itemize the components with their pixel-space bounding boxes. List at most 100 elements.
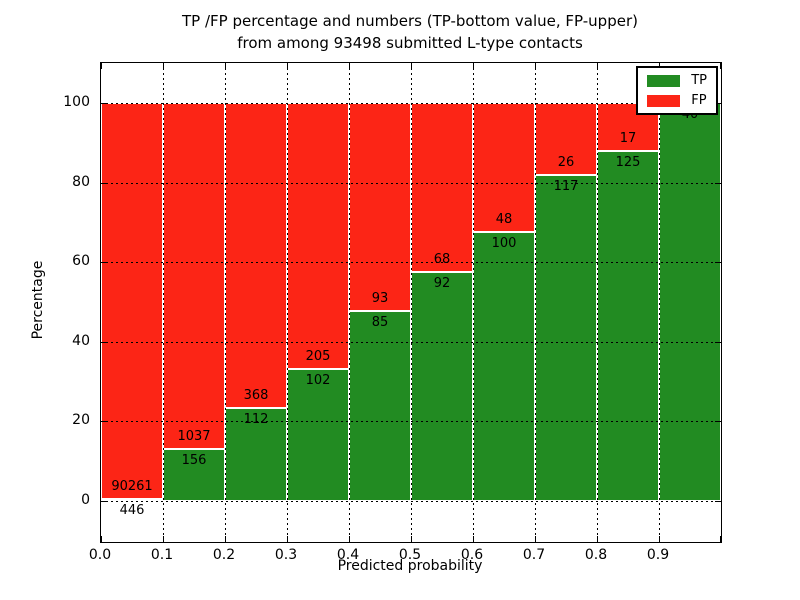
tp-swatch <box>647 74 681 87</box>
gridline-v-0.6 <box>473 63 474 542</box>
x-tick-label-0.6: 0.6 <box>460 547 484 563</box>
bar-6-tp-label: 100 <box>491 236 517 252</box>
bar-1-fp-segment <box>163 103 225 449</box>
bar-8-fp-label: 17 <box>619 130 637 146</box>
x-tick-label-0.2: 0.2 <box>212 547 236 563</box>
x-tick-label-0.4: 0.4 <box>336 547 360 563</box>
x-tick-label-0.3: 0.3 <box>274 547 298 563</box>
bar-3-fp-segment <box>287 103 349 369</box>
bar-2-tp-label: 112 <box>243 412 269 428</box>
gridline-v-0.4 <box>349 63 350 542</box>
bar-5-fp-label: 68 <box>433 252 451 268</box>
bar-2-fp-segment <box>225 103 287 409</box>
chart-title-line1: TP /FP percentage and numbers (TP-bottom… <box>182 12 638 30</box>
fp-swatch <box>647 94 681 107</box>
bar-3-tp-segment <box>287 368 349 501</box>
bar-4-fp-segment <box>349 103 411 311</box>
y-tick-label-40: 40 <box>72 332 90 349</box>
y-tick-label-60: 60 <box>72 253 90 270</box>
bar-1-fp-label: 1037 <box>177 428 211 444</box>
bar-4-fp-label: 93 <box>371 290 389 306</box>
y-tick-label-0: 0 <box>81 492 90 508</box>
legend-item-tp: TP <box>647 74 707 87</box>
legend-label-tp: TP <box>691 73 707 88</box>
y-tick-label-80: 80 <box>72 173 90 190</box>
x-tick-top <box>597 63 598 69</box>
bar-0-fp-segment <box>101 103 163 500</box>
bar-0-tp-label: 446 <box>119 503 145 519</box>
bar-6-tp-segment <box>473 232 535 501</box>
bar-4-tp-label: 85 <box>371 314 389 330</box>
x-tick-bottom <box>411 536 412 542</box>
bar-7-tp-label: 117 <box>553 179 579 195</box>
bar-5-fp-segment <box>411 103 473 273</box>
bar-2-fp-label: 368 <box>243 388 269 404</box>
bar-6-fp-label: 48 <box>495 212 513 228</box>
x-tick-label-0.0: 0.0 <box>88 547 112 563</box>
x-tick-bottom <box>720 536 721 542</box>
x-tick-bottom <box>225 536 226 542</box>
bar-3-fp-label: 205 <box>305 348 331 364</box>
gridline-v-0.9 <box>659 63 660 542</box>
x-tick-bottom <box>535 536 536 542</box>
bar-9-tp-segment <box>659 103 721 501</box>
y-tick-left <box>101 341 107 343</box>
y-tick-left <box>101 421 107 423</box>
x-tick-bottom <box>659 536 660 542</box>
y-tick-right <box>715 262 721 264</box>
gridline-v-0.2 <box>225 63 226 542</box>
bar-5-tp-label: 92 <box>433 276 451 292</box>
y-tick-right <box>715 341 721 343</box>
bar-6-fp-segment <box>473 103 535 233</box>
bar-7-tp-segment <box>535 175 597 501</box>
y-tick-right <box>715 421 721 423</box>
x-tick-bottom <box>163 536 164 542</box>
bar-3-tp-label: 102 <box>305 372 331 388</box>
gridline-v-0.1 <box>163 63 164 542</box>
x-tick-top <box>473 63 474 69</box>
gridline-v-0.5 <box>411 63 412 542</box>
bar-8-tp-segment <box>597 150 659 501</box>
x-tick-top <box>163 63 164 69</box>
bar-1-tp-segment <box>163 448 225 501</box>
y-tick-right <box>715 501 721 502</box>
y-tick-right <box>715 103 721 104</box>
x-tick-label-0.5: 0.5 <box>398 547 422 563</box>
x-tick-bottom <box>349 536 350 542</box>
chart-title-line2: from among 93498 submitted L-type contac… <box>237 34 583 52</box>
bar-2-tp-segment <box>225 408 287 501</box>
bar-5-tp-segment <box>411 272 473 501</box>
x-tick-top <box>411 63 412 69</box>
x-tick-label-0.7: 0.7 <box>522 547 546 563</box>
x-tick-top <box>287 63 288 69</box>
x-tick-top <box>535 63 536 69</box>
x-tick-bottom <box>287 536 288 542</box>
x-tick-top <box>349 63 350 69</box>
legend: TP FP <box>636 66 718 115</box>
x-tick-bottom <box>473 536 474 542</box>
legend-item-fp: FP <box>647 94 707 107</box>
bar-7-fp-label: 26 <box>557 155 575 171</box>
x-tick-label-0.9: 0.9 <box>646 547 670 563</box>
bar-0-tp-segment <box>101 499 163 502</box>
y-tick-left <box>101 262 107 264</box>
y-tick-left <box>101 501 107 502</box>
bar-8-tp-label: 125 <box>615 154 641 170</box>
plot-area: TP FP 90261 446 1037 156 368 112 205 102 93 85 68 9… <box>100 62 722 543</box>
x-tick-top <box>720 63 721 69</box>
y-tick-label-100: 100 <box>63 94 90 110</box>
y-tick-right <box>715 182 721 184</box>
gridline-v-0.8 <box>597 63 598 542</box>
gridline-v-0.7 <box>535 63 536 542</box>
x-tick-top <box>225 63 226 69</box>
x-tick-bottom <box>597 536 598 542</box>
bar-0-fp-label: 90261 <box>111 479 153 495</box>
bar-1-tp-label: 156 <box>181 452 207 468</box>
bar-4-tp-segment <box>349 310 411 501</box>
x-tick-bottom <box>101 536 102 542</box>
y-tick-left <box>101 103 107 104</box>
y-tick-left <box>101 182 107 184</box>
y-axis-label: Percentage <box>30 260 46 340</box>
gridline-v-0.3 <box>287 63 288 542</box>
y-tick-label-20: 20 <box>72 412 90 429</box>
